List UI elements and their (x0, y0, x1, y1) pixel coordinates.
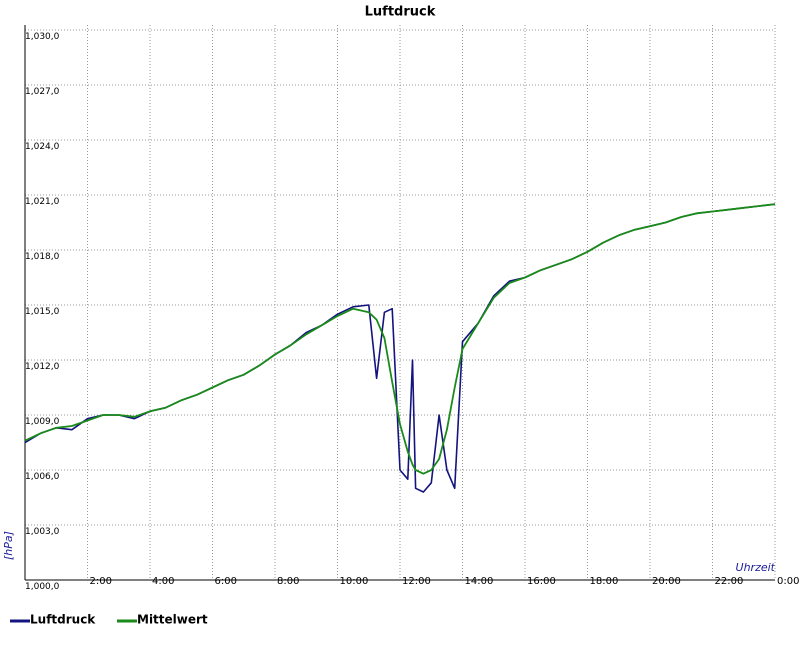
x-tick-label: 12:00 (402, 576, 431, 587)
series-line (24, 203, 776, 475)
y-tick-label: 1,003,0 (25, 527, 60, 537)
x-tick-label: 20:00 (652, 576, 681, 587)
x-tick-label: 22:00 (715, 576, 744, 587)
legend-label: Luftdruck (30, 613, 96, 627)
y-tick-label: 1,027,0 (25, 87, 60, 97)
x-axis-label: Uhrzeit (736, 561, 776, 574)
x-tick-label: 2:00 (90, 576, 112, 587)
y-tick-label: 1,012,0 (25, 362, 60, 372)
y-tick-label: 1,015,0 (25, 307, 60, 317)
x-tick-label: 14:00 (465, 576, 494, 587)
chart-title: Luftdruck (365, 5, 436, 20)
y-axis-label: [hPa] (2, 531, 15, 560)
y-tick-label: 1,006,0 (25, 472, 60, 482)
y-tick-label: 1,018,0 (25, 252, 60, 262)
y-tick-label: 1,009,0 (25, 417, 60, 427)
x-tick-label: 10:00 (340, 576, 369, 587)
y-tick-label: 1,021,0 (25, 197, 60, 207)
x-tick-label: 16:00 (527, 576, 556, 587)
x-tick-label: 6:00 (215, 576, 237, 587)
y-tick-label: 1,030,0 (25, 32, 60, 42)
y-tick-label: 1,000,0 (25, 582, 60, 592)
x-tick-label: 8:00 (277, 576, 299, 587)
y-tick-label: 1,024,0 (25, 142, 60, 152)
x-tick-label: 18:00 (590, 576, 619, 587)
legend-label: Mittelwert (137, 613, 208, 627)
x-tick-label: 4:00 (152, 576, 174, 587)
x-tick-label: 0:00 (777, 576, 799, 587)
